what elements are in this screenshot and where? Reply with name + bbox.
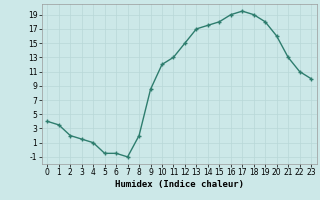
X-axis label: Humidex (Indice chaleur): Humidex (Indice chaleur) — [115, 180, 244, 189]
